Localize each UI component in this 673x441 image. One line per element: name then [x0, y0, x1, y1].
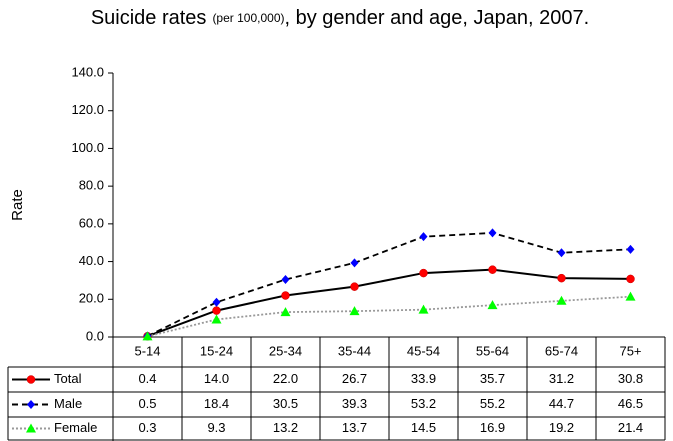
- y-tick-label: 120.0: [71, 102, 104, 117]
- point: [626, 244, 635, 254]
- table-cell: 33.9: [411, 371, 436, 386]
- x-tick-label: 75+: [619, 343, 641, 358]
- table-cell: 44.7: [549, 396, 574, 411]
- y-tick-label: 20.0: [79, 291, 104, 306]
- table-cell: 55.2: [480, 396, 505, 411]
- point: [349, 306, 360, 316]
- table-cell: 0.3: [138, 420, 156, 435]
- series-line: [147, 268, 631, 338]
- series-line: [147, 232, 631, 337]
- series-line: [147, 295, 631, 338]
- title-note: (per 100,000): [212, 11, 284, 25]
- table-cell: 19.2: [549, 420, 574, 435]
- table-cell: 0.4: [138, 371, 156, 386]
- point: [625, 291, 636, 301]
- table-cell: 13.2: [273, 420, 298, 435]
- table-cell: 13.7: [342, 420, 367, 435]
- point: [487, 300, 498, 310]
- point: [419, 232, 428, 242]
- table-cell: 22.0: [273, 371, 298, 386]
- x-tick-label: 45-54: [407, 343, 440, 358]
- legend-label: Total: [54, 371, 82, 386]
- legend-marker: [26, 375, 36, 384]
- point: [212, 297, 221, 307]
- point: [557, 273, 566, 283]
- y-tick-label: 80.0: [79, 178, 104, 193]
- y-tick-label: 40.0: [79, 253, 104, 268]
- x-tick-label: 65-74: [545, 343, 578, 358]
- table-cell: 39.3: [342, 396, 367, 411]
- point: [418, 304, 429, 314]
- table-cell: 9.3: [207, 420, 225, 435]
- chart-title: Suicide rates (per 100,000), by gender an…: [91, 7, 589, 29]
- y-tick-label: 100.0: [71, 140, 104, 155]
- table-cell: 16.9: [480, 420, 505, 435]
- table-cell: 18.4: [204, 396, 229, 411]
- table-cell: 21.4: [618, 420, 643, 435]
- point: [557, 248, 566, 258]
- title-rest: , by gender and age, Japan, 2007.: [284, 7, 589, 29]
- title-main: Suicide rates: [91, 7, 207, 29]
- table-cell: 46.5: [618, 396, 643, 411]
- point: [350, 258, 359, 268]
- point: [281, 274, 290, 284]
- legend-marker: [26, 423, 36, 433]
- point: [626, 274, 635, 284]
- table-cell: 0.5: [138, 396, 156, 411]
- legend-marker: [27, 400, 35, 409]
- point: [211, 314, 222, 324]
- x-tick-label: 15-24: [200, 343, 233, 358]
- point: [142, 331, 153, 341]
- y-tick-label: 140.0: [71, 64, 104, 79]
- point: [488, 265, 497, 274]
- x-tick-label: 35-44: [338, 343, 371, 358]
- point: [281, 291, 290, 300]
- legend-label: Male: [54, 396, 82, 411]
- table-cell: 14.5: [411, 420, 436, 435]
- table-cell: 31.2: [549, 371, 574, 386]
- point: [419, 268, 428, 278]
- table-cell: 30.8: [618, 371, 643, 386]
- table-cell: 14.0: [204, 371, 229, 386]
- table-cell: 35.7: [480, 371, 505, 386]
- table-cell: 26.7: [342, 371, 367, 386]
- point: [556, 295, 567, 305]
- y-tick-label: 60.0: [79, 215, 104, 230]
- point: [280, 307, 291, 317]
- point: [350, 282, 359, 291]
- table-cell: 30.5: [273, 396, 298, 411]
- point: [488, 228, 497, 238]
- x-tick-label: 25-34: [269, 343, 302, 358]
- table-cell: 53.2: [411, 396, 436, 411]
- x-tick-label: 5-14: [134, 343, 160, 358]
- x-tick-label: 55-64: [476, 343, 509, 358]
- y-axis-label: Rate: [9, 189, 26, 221]
- y-tick-label: 0.0: [86, 328, 104, 343]
- legend-label: Female: [54, 420, 97, 435]
- point: [212, 306, 221, 315]
